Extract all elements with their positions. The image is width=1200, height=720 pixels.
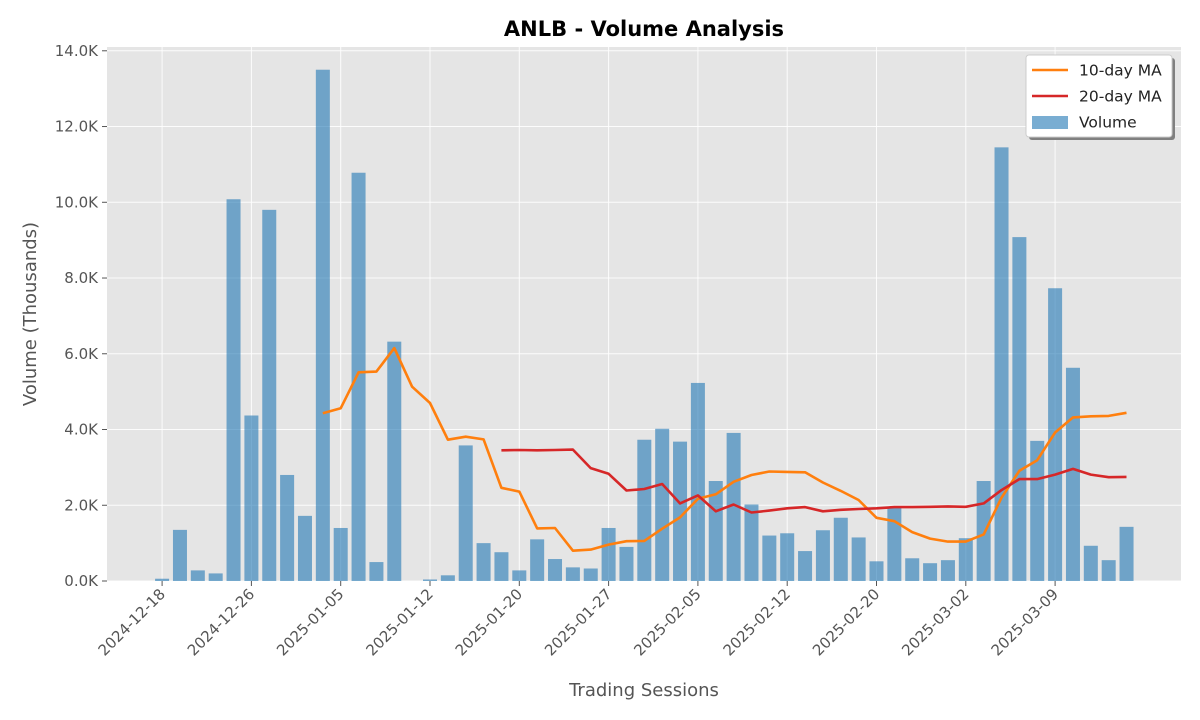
x-tick-label: 2025-02-05 (630, 585, 704, 659)
volume-bar (619, 546, 634, 581)
y-tick-label: 14.0K (55, 42, 99, 60)
volume-bar (815, 530, 830, 581)
volume-bar (923, 563, 938, 581)
volume-bar (1030, 440, 1045, 581)
x-tick-label: 2025-03-02 (898, 585, 972, 659)
volume-bar (1119, 526, 1134, 581)
y-tick-label: 2.0K (64, 496, 99, 514)
volume-bar (1012, 237, 1027, 582)
volume-bar (887, 507, 902, 581)
volume-bar (172, 529, 187, 581)
x-axis-label: Trading Sessions (568, 680, 719, 701)
legend-entry-label: Volume (1079, 114, 1137, 132)
volume-bar (583, 568, 598, 581)
volume-bar (423, 579, 437, 581)
volume-bar (744, 504, 759, 581)
volume-bar (208, 573, 223, 581)
chart-title: ANLB - Volume Analysis (504, 17, 784, 41)
volume-bar (262, 209, 277, 581)
x-tick-label: 2025-03-09 (988, 585, 1062, 659)
volume-bar (494, 552, 509, 581)
volume-bar (780, 533, 795, 581)
volume-bar (994, 147, 1009, 582)
volume-bar (440, 575, 455, 581)
volume-bar (548, 559, 563, 581)
volume-bar (673, 441, 688, 581)
legend-swatch (1032, 116, 1068, 129)
y-tick-label: 10.0K (55, 193, 99, 211)
volume-bar (530, 539, 545, 581)
x-tick-label: 2025-01-20 (452, 585, 526, 659)
volume-bar (601, 527, 616, 581)
x-tick-label: 2025-02-20 (809, 585, 883, 659)
x-tick-label: 2024-12-26 (184, 585, 258, 659)
volume-bar (655, 428, 670, 581)
volume-bar (798, 551, 813, 581)
10-day-ma-line (322, 346, 1127, 553)
volume-bar (351, 172, 366, 581)
volume-bar (1065, 367, 1080, 581)
x-tick-label: 2025-01-12 (362, 585, 436, 659)
y-axis-label: Volume (Thousands) (20, 222, 41, 406)
volume-bar (905, 558, 920, 581)
y-tick-label: 4.0K (64, 421, 99, 439)
volume-bar (565, 567, 580, 581)
x-tick-label: 2025-01-05 (273, 585, 347, 659)
legend-entry-label: 20-day MA (1079, 88, 1162, 106)
x-axis: 2024-12-18 2024-12-26 2025-01-05 2025-01-12… (95, 581, 1062, 659)
volume-bar (690, 382, 705, 581)
volume-bar (940, 560, 955, 581)
x-tick-label: 2025-02-12 (720, 585, 794, 659)
volume-bar (708, 481, 723, 581)
volume-bar (1083, 545, 1098, 581)
lines-layer (322, 346, 1127, 553)
y-tick-label: 8.0K (64, 269, 99, 287)
volume-bar (333, 527, 348, 581)
volume-bar (476, 543, 491, 581)
legend: 10-day MA 20-day MA Volume (1025, 54, 1175, 140)
volume-bar (226, 199, 241, 581)
volume-bar (387, 341, 402, 581)
volume-bar (297, 515, 312, 581)
volume-bar (155, 578, 170, 581)
volume-bar (458, 445, 473, 581)
bars-layer (155, 69, 1134, 582)
volume-bar (851, 537, 866, 581)
volume-bar (1101, 560, 1116, 581)
y-tick-label: 0.0K (64, 572, 99, 590)
volume-bar (244, 415, 259, 581)
volume-bar (833, 517, 848, 581)
20-day-ma-line (501, 448, 1127, 514)
volume-bar (315, 69, 330, 582)
volume-bar (726, 432, 741, 581)
volume-bar (512, 570, 527, 581)
legend-entry-label: 10-day MA (1079, 62, 1162, 80)
x-tick-label: 2024-12-18 (95, 585, 169, 659)
volume-bar (762, 535, 777, 581)
x-tick-label: 2025-01-27 (541, 585, 615, 659)
y-axis: 0.0K 2.0K 4.0K 6.0K 8.0K 10.0K 12.0K 14.0K (55, 42, 107, 590)
volume-bar (190, 570, 205, 581)
y-tick-label: 12.0K (55, 118, 99, 136)
volume-bar (369, 562, 384, 581)
volume-bar (869, 561, 884, 581)
y-tick-label: 6.0K (64, 345, 99, 363)
volume-bar (958, 538, 973, 581)
volume-bar (976, 481, 991, 581)
volume-bar (280, 474, 295, 581)
volume-bar (637, 439, 652, 581)
